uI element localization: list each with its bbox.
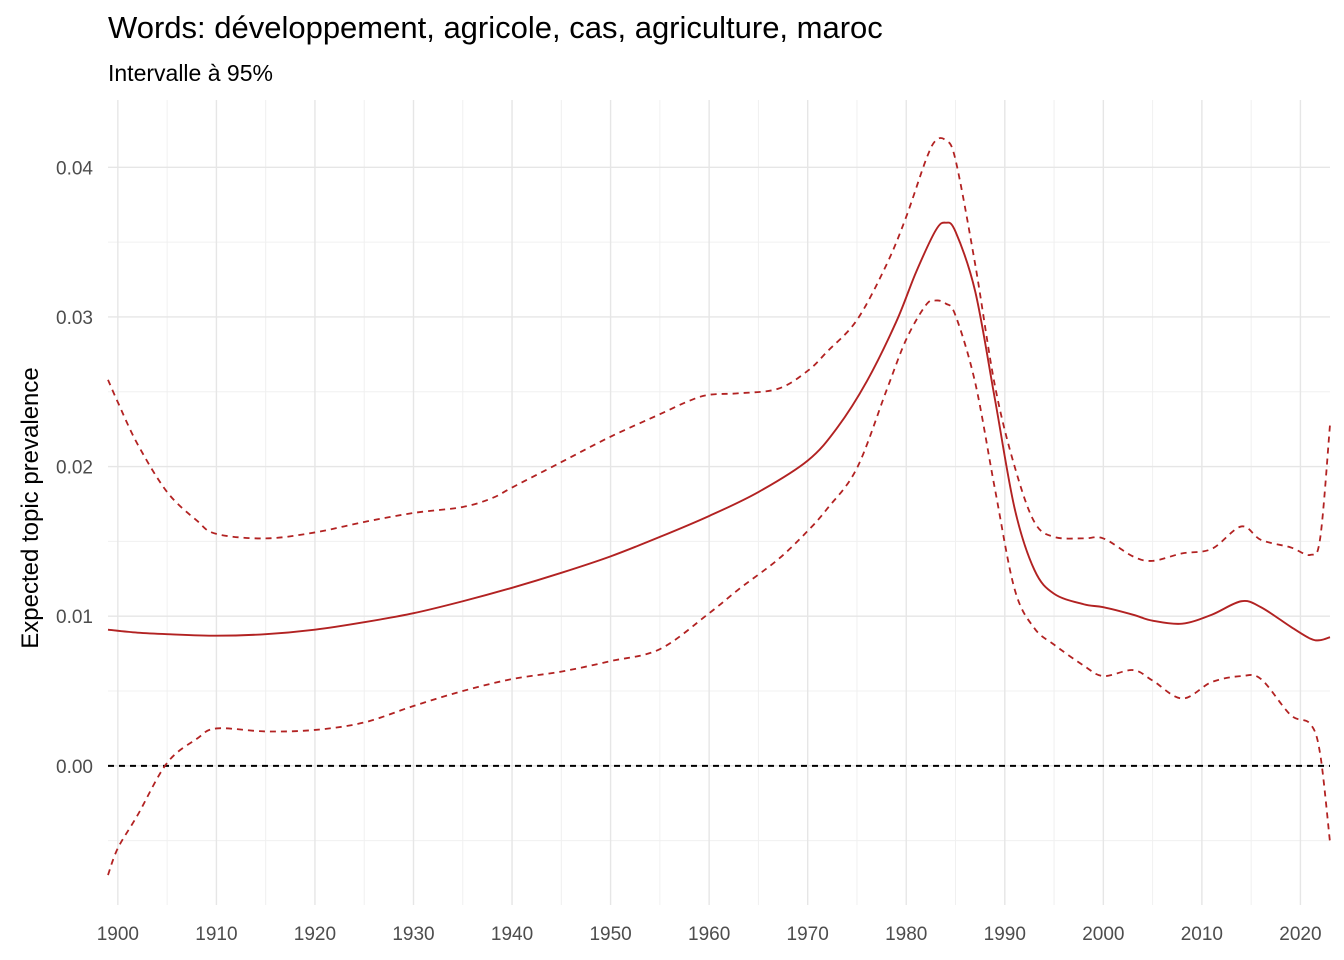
x-tick-label: 2000 xyxy=(1082,924,1124,945)
x-tick-label: 1980 xyxy=(885,924,927,945)
x-tick-label: 1950 xyxy=(589,924,631,945)
x-tick-label: 2020 xyxy=(1279,924,1321,945)
series-line-estimate xyxy=(107,221,1331,642)
x-axis-ticks: 1900 1910 1920 1930 1940 1950 1960 1970 1980 1990… xyxy=(97,924,1322,945)
series-line-upper-95 xyxy=(107,137,1331,562)
x-tick-label: 1910 xyxy=(195,924,237,945)
series-line-lower-95 xyxy=(107,299,1331,876)
x-tick-label: 1960 xyxy=(688,924,730,945)
y-tick-label: 0.02 xyxy=(56,458,93,479)
x-tick-label: 1930 xyxy=(392,924,434,945)
minor-grid xyxy=(108,100,1330,905)
y-tick-label: 0.03 xyxy=(56,308,93,329)
chart-title: Words: développement, agricole, cas, agr… xyxy=(108,10,883,45)
y-tick-label: 0.00 xyxy=(56,757,93,778)
x-tick-label: 1940 xyxy=(491,924,533,945)
x-tick-label: 2010 xyxy=(1181,924,1223,945)
y-axis-ticks: 0.00 0.01 0.02 0.03 0.04 xyxy=(56,158,93,778)
major-grid xyxy=(108,100,1330,905)
chart-subtitle: Intervalle à 95% xyxy=(108,60,273,86)
x-tick-label: 1990 xyxy=(984,924,1026,945)
x-tick-label: 1900 xyxy=(97,924,139,945)
x-tick-label: 1970 xyxy=(787,924,829,945)
x-tick-label: 1920 xyxy=(294,924,336,945)
y-tick-label: 0.04 xyxy=(56,158,93,179)
y-tick-label: 0.01 xyxy=(56,607,93,628)
series-layer xyxy=(107,137,1331,876)
